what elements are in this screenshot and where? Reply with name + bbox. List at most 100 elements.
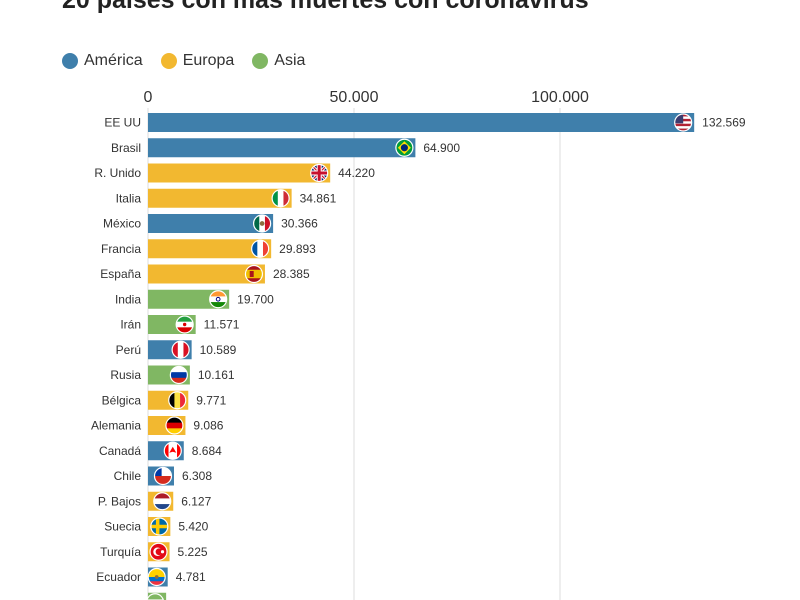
value-label: 5.420 [178,520,208,534]
flag-ring [253,214,272,233]
flag-body [253,215,271,232]
flag-stripe [148,577,166,582]
flag-stripe [154,476,172,485]
flag-iran-icon [175,315,194,334]
category-label: Perú [116,343,141,357]
flag-ring [171,340,190,359]
legend: América Europa Asia [62,52,305,70]
flag-body [148,568,166,586]
flag-emblem [182,322,187,327]
flag-netherlands-icon [153,492,172,511]
value-label: 9.771 [196,393,226,407]
value-label: 6.308 [182,469,212,483]
flag-turkey-icon [149,542,168,561]
category-label: Rusia [110,368,141,382]
value-label: 44.220 [338,166,375,180]
flag-body [176,316,194,333]
value-label: 19.700 [237,292,274,306]
flag-ring [163,441,182,460]
flag-stripe [177,341,184,359]
flag-ring [147,567,166,587]
flag-body [165,417,183,434]
flag-stripe [251,240,258,258]
flag-stripe [174,391,181,409]
flag-wheel [215,296,221,302]
category-label: Chile [114,469,142,483]
category-label: Irán [120,318,141,332]
flag-stripe [245,278,263,283]
flag-stripe [283,189,290,207]
flag-stripe [148,581,166,586]
x-tick-label: 0 [144,89,153,106]
bar [148,188,292,208]
flag-stripe [674,123,692,127]
flag-stripe [170,372,188,379]
bar [148,163,331,183]
flag-star [160,550,165,554]
legend-item-asia: Asia [252,52,305,70]
category-label: Francia [101,242,141,256]
flag-stripe [674,128,692,131]
flag-stripe [170,366,188,373]
flag-body [170,366,188,384]
flag-stripe [164,442,169,460]
chart-title: 20 países con más muertes con coronaviru… [62,0,589,14]
flag-stripe [209,302,227,308]
category-label: Suecia [104,520,141,534]
flag-stripe [153,504,171,510]
flag-body [395,139,413,157]
flag-ring [209,290,228,309]
flag-stripe [170,377,188,384]
category-label: P. Bajos [98,494,141,508]
flag-ring [149,542,168,561]
flag-stripe [165,428,183,434]
flag-stripe [146,593,164,600]
flag-russia-icon [169,365,188,385]
flag-stripe [153,492,171,499]
flag-stripe [253,215,260,232]
flag-stripe [277,189,284,207]
value-label: 29.893 [279,242,316,256]
category-label: India [115,292,141,306]
flag-stripe [165,417,183,423]
flag-ring [150,517,169,536]
flag-germany-icon [165,416,184,435]
category-label: Alemania [91,419,141,433]
flag-ring [310,163,329,183]
flag-ecuador-icon [147,567,166,587]
flag-mexico-icon [253,214,272,233]
flag-stripe [153,498,171,505]
flag-body [674,114,692,131]
flag-belgium-icon [168,391,187,410]
legend-swatch-asia [252,53,269,69]
flag-france-icon [251,239,270,258]
value-label: 10.589 [200,343,237,357]
flag-stripe [176,327,194,333]
flag-stripe [264,215,271,232]
flag-cross-red [310,171,328,175]
flag-ring [153,492,172,511]
category-label: Bélgica [102,393,142,407]
legend-label-asia: Asia [274,52,306,69]
flag-stripe [245,274,263,279]
flag-ring [153,466,173,486]
legend-item-america: América [62,52,143,70]
flag-ring [251,239,270,258]
flag-stripe [180,391,186,409]
flag-crescent-cut [155,548,163,556]
flag-stripe [245,269,263,275]
flag-body [251,240,269,258]
legend-swatch-america [62,53,78,69]
flag-body [150,543,168,561]
flag-stripe [674,126,692,129]
flag-cross [150,524,168,529]
flag-ring [175,315,194,334]
flag-globe [400,144,408,152]
flag-spain-icon [244,264,264,284]
flag-ring [169,365,188,385]
flag-body [168,391,186,409]
value-label: 34.861 [300,191,337,205]
category-label: Turquía [100,545,141,559]
flag-ring [146,593,164,600]
flag-chile-icon [153,466,173,486]
